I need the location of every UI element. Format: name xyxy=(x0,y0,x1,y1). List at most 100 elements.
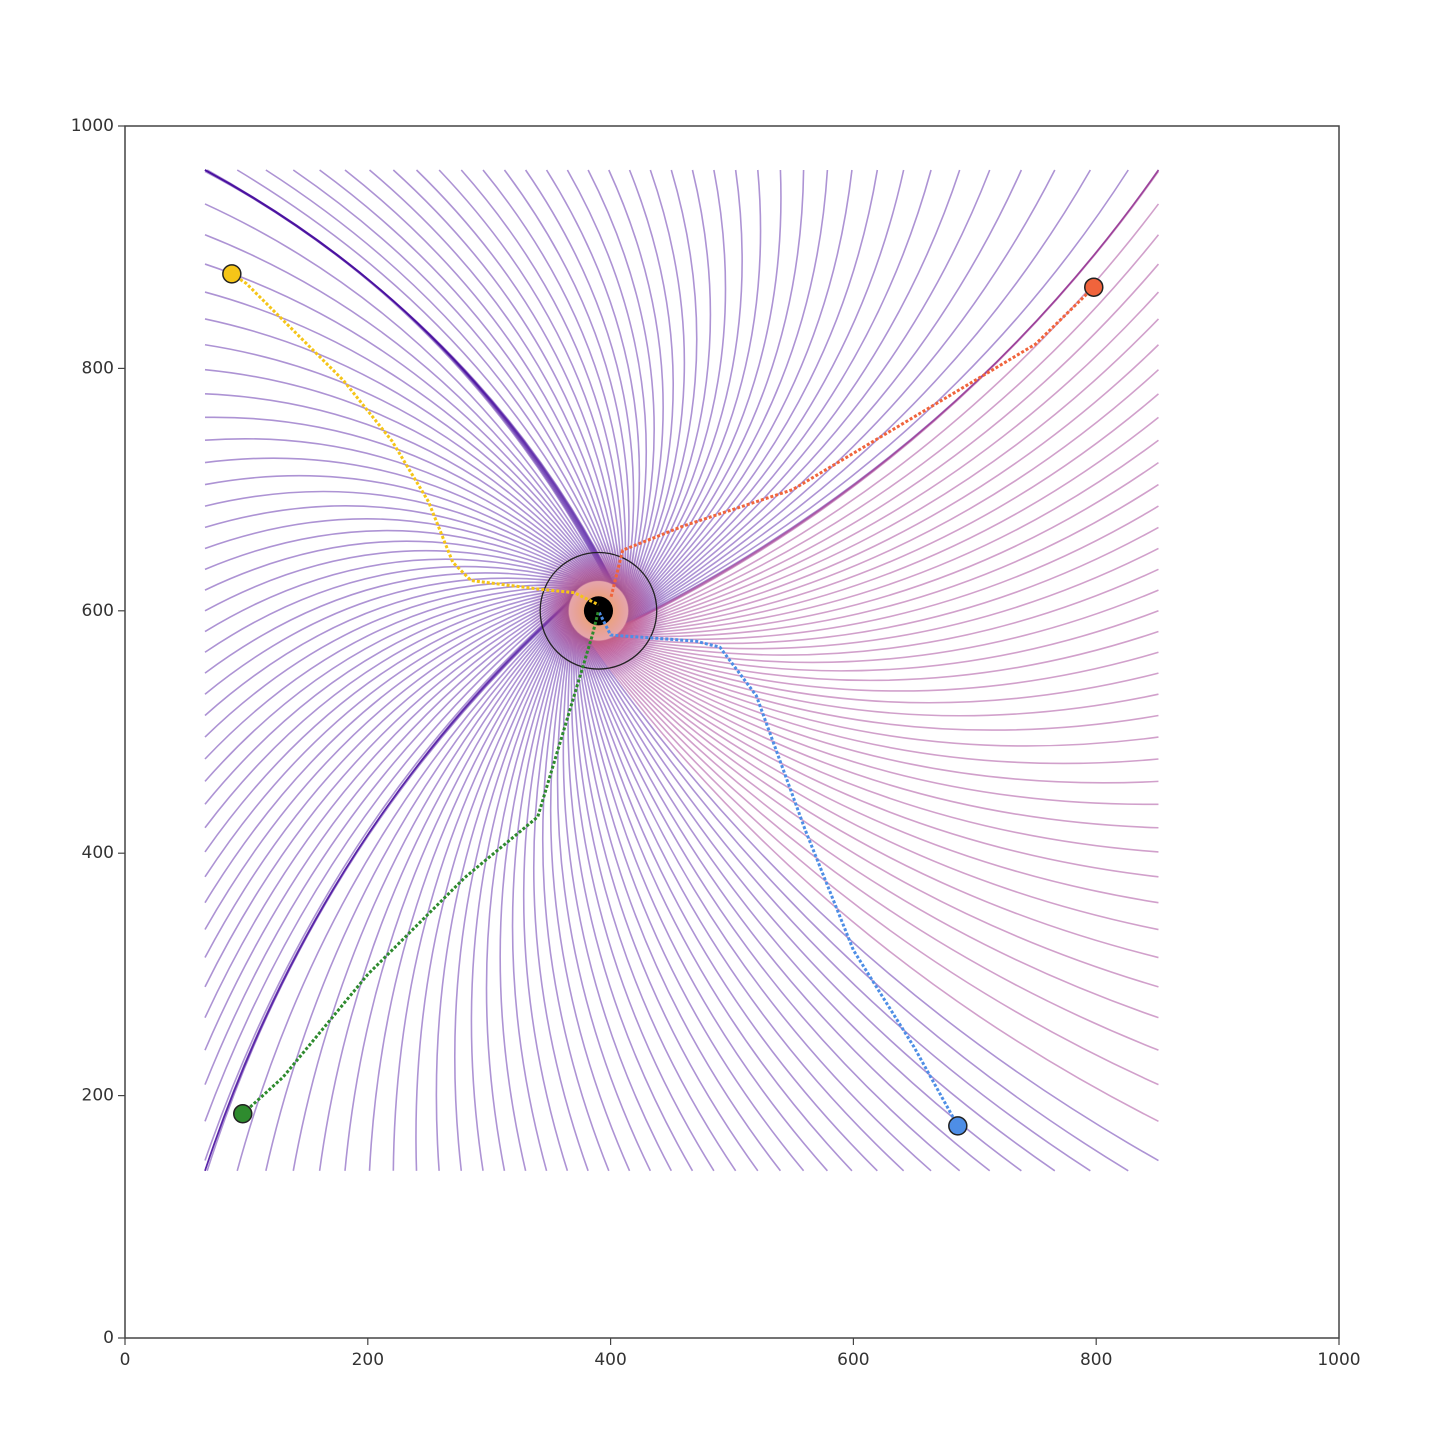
background-trajectory xyxy=(616,439,1159,636)
trajectory-fan xyxy=(204,169,1160,1172)
background-trajectory xyxy=(319,169,620,589)
background-trajectory xyxy=(204,549,588,612)
background-trajectory xyxy=(204,169,614,585)
background-trajectory xyxy=(622,263,1160,630)
background-trajectory xyxy=(204,318,603,582)
background-trajectory xyxy=(204,590,577,904)
background-trajectory xyxy=(618,393,1159,634)
background-trajectory xyxy=(626,169,686,603)
background-trajectory xyxy=(567,626,694,1172)
background-trajectory xyxy=(368,609,570,1171)
background-trajectory xyxy=(576,632,853,1172)
background-trajectory xyxy=(460,169,625,594)
background-trajectory xyxy=(204,585,581,760)
background-trajectory xyxy=(204,592,575,958)
background-trajectory xyxy=(626,169,698,605)
background-trajectory xyxy=(594,640,1159,904)
background-trajectory xyxy=(204,529,591,583)
axes-frame xyxy=(124,125,1340,1339)
background-trajectory xyxy=(590,639,1159,1019)
background-trajectory xyxy=(572,627,737,1172)
background-trajectory xyxy=(204,591,576,930)
y-tick-label: 0 xyxy=(103,1328,114,1348)
background-trajectory xyxy=(392,169,622,592)
background-trajectory xyxy=(204,234,606,582)
background-trajectory xyxy=(204,581,583,717)
x-tick-label: 400 xyxy=(594,1350,626,1370)
background-trajectory xyxy=(627,169,805,611)
background-trajectory xyxy=(627,169,712,606)
background-trajectory xyxy=(204,203,607,583)
background-trajectory xyxy=(453,614,570,1171)
background-trajectory xyxy=(204,518,592,583)
background-trajectory xyxy=(584,637,1129,1172)
background-trajectory xyxy=(624,169,1160,626)
background-trajectory xyxy=(204,169,614,586)
background-trajectory xyxy=(204,577,584,695)
background-trajectory xyxy=(545,169,641,598)
background-trajectory xyxy=(485,616,570,1171)
background-trajectory xyxy=(204,343,602,582)
background-trajectory xyxy=(612,547,1159,650)
background-trajectory xyxy=(599,640,1159,806)
background-trajectory xyxy=(532,620,589,1172)
background-trajectory xyxy=(369,169,622,591)
background-trajectory xyxy=(204,169,609,583)
x-tick-label: 1000 xyxy=(1317,1350,1360,1370)
background-trajectory xyxy=(542,621,610,1172)
background-trajectory xyxy=(587,638,1159,1123)
background-trajectory xyxy=(204,602,571,1172)
background-trajectory xyxy=(614,505,1159,641)
agent-trajectory xyxy=(609,286,1095,600)
background-trajectory xyxy=(627,169,905,616)
background-trajectory xyxy=(438,169,624,593)
background-trajectory xyxy=(415,169,623,592)
background-trajectory xyxy=(603,639,1159,731)
y-tick-label: 1000 xyxy=(71,116,114,136)
background-trajectory xyxy=(627,169,932,617)
background-trajectory xyxy=(415,612,570,1171)
background-trajectory xyxy=(204,586,580,782)
background-trajectory xyxy=(204,490,594,582)
agent-trajectory xyxy=(241,610,600,1115)
background-trajectory xyxy=(619,369,1159,633)
background-trajectory xyxy=(580,634,961,1172)
background-trajectory xyxy=(206,603,570,1172)
background-trajectory xyxy=(318,607,570,1171)
background-trajectory xyxy=(204,169,612,584)
background-trajectory xyxy=(344,169,621,590)
background-trajectory xyxy=(626,169,1023,620)
background-trajectory xyxy=(292,169,619,589)
background-trajectory xyxy=(204,169,615,586)
background-trajectory xyxy=(265,605,570,1171)
background-trajectory xyxy=(470,615,570,1171)
background-trajectory xyxy=(578,633,905,1172)
background-trajectory xyxy=(204,587,580,805)
background-trajectory xyxy=(570,627,715,1172)
background-trajectory xyxy=(204,368,601,582)
background-trajectory xyxy=(204,596,573,1122)
background-trajectory xyxy=(204,170,608,583)
background-trajectory xyxy=(609,610,1159,672)
background-trajectory xyxy=(499,617,571,1171)
background-trajectory xyxy=(604,639,1159,717)
background-trajectory xyxy=(206,169,616,587)
background-trajectory xyxy=(562,625,673,1172)
agent-trajectory xyxy=(231,272,600,607)
background-trajectory xyxy=(573,628,759,1172)
background-trajectory xyxy=(626,169,674,602)
background-trajectory xyxy=(591,639,1159,988)
background-trajectory xyxy=(344,608,570,1171)
background-trajectory xyxy=(204,584,582,738)
background-trajectory xyxy=(593,639,1159,931)
background-trajectory xyxy=(615,483,1159,638)
background-trajectory xyxy=(596,640,1159,853)
background-trajectory xyxy=(204,263,605,582)
background-trajectory xyxy=(579,634,932,1172)
background-trajectory xyxy=(620,344,1160,633)
background-trajectory xyxy=(606,638,1159,692)
y-tick-label: 200 xyxy=(82,1086,114,1106)
background-trajectory xyxy=(574,629,782,1172)
background-trajectory xyxy=(583,637,1091,1172)
background-trajectory xyxy=(585,637,1159,1162)
